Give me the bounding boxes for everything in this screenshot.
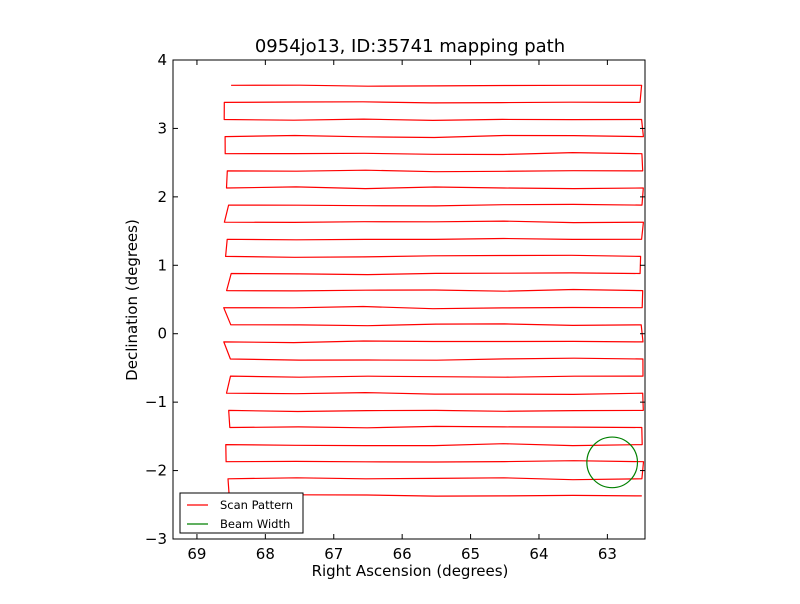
x-axis-ticks: 69 68 67 66 65 64 63 bbox=[187, 60, 617, 563]
y-tick-label: −1 bbox=[145, 393, 167, 411]
y-tick-label: 3 bbox=[157, 119, 167, 137]
x-tick-label: 69 bbox=[187, 545, 206, 563]
x-tick-label: 66 bbox=[393, 545, 412, 563]
scan-pattern-line bbox=[223, 84, 645, 497]
x-tick-label: 68 bbox=[256, 545, 275, 563]
x-tick-label: 64 bbox=[529, 545, 548, 563]
legend-box bbox=[179, 492, 304, 534]
y-axis-label: Declination (degrees) bbox=[123, 219, 141, 381]
x-tick-label: 63 bbox=[598, 545, 617, 563]
legend-scan-pattern-label: Scan Pattern bbox=[220, 498, 293, 512]
legend-beam-width-label: Beam Width bbox=[220, 517, 290, 531]
x-tick-label: 65 bbox=[461, 545, 480, 563]
x-axis-label: Right Ascension (degrees) bbox=[312, 562, 509, 580]
y-axis-ticks: −3 −2 −1 0 1 2 3 4 bbox=[145, 51, 645, 548]
legend: Scan Pattern Beam Width bbox=[179, 492, 304, 534]
y-tick-label: −2 bbox=[145, 462, 167, 480]
y-tick-label: 0 bbox=[157, 325, 167, 343]
plot-frame bbox=[172, 59, 646, 540]
beam-width-circle bbox=[586, 436, 639, 489]
chart-title: 0954jo13, ID:35741 mapping path bbox=[255, 36, 565, 57]
plot-area bbox=[223, 84, 645, 497]
x-tick-label: 67 bbox=[324, 545, 343, 563]
y-tick-label: −3 bbox=[145, 530, 167, 548]
y-tick-label: 4 bbox=[157, 51, 167, 69]
y-tick-label: 1 bbox=[157, 256, 167, 274]
y-tick-label: 2 bbox=[157, 188, 167, 206]
